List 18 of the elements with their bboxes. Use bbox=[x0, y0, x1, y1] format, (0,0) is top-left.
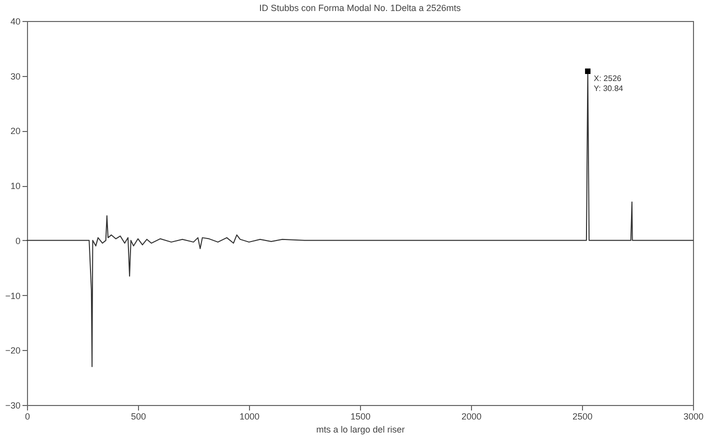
y-tick-label: 40 bbox=[10, 16, 20, 26]
y-tick-label: 0 bbox=[15, 236, 20, 246]
x-tick-label: 1000 bbox=[239, 412, 260, 422]
y-tick-label: −20 bbox=[5, 346, 20, 356]
y-tick-label: 10 bbox=[10, 181, 20, 192]
annotation: X: 2526 Y: 30.84 bbox=[594, 74, 624, 94]
x-tick-label: 500 bbox=[130, 412, 146, 422]
x-tick-label: 0 bbox=[24, 412, 30, 422]
x-tick-label: 2500 bbox=[572, 412, 593, 422]
y-tick-label: −30 bbox=[5, 400, 20, 410]
x-tick-label: 1500 bbox=[350, 412, 371, 422]
chart-title: ID Stubbs con Forma Modal No. 1Delta a 2526mts bbox=[259, 3, 462, 13]
x-tick-label: 3000 bbox=[683, 412, 704, 422]
x-axis-title: mts a lo largo del riser bbox=[316, 424, 405, 434]
x-tick-label: 2000 bbox=[461, 412, 482, 422]
y-tick-label: −10 bbox=[5, 290, 20, 301]
y-tick-label: 20 bbox=[10, 126, 20, 136]
y-tick-label: 30 bbox=[10, 71, 20, 82]
